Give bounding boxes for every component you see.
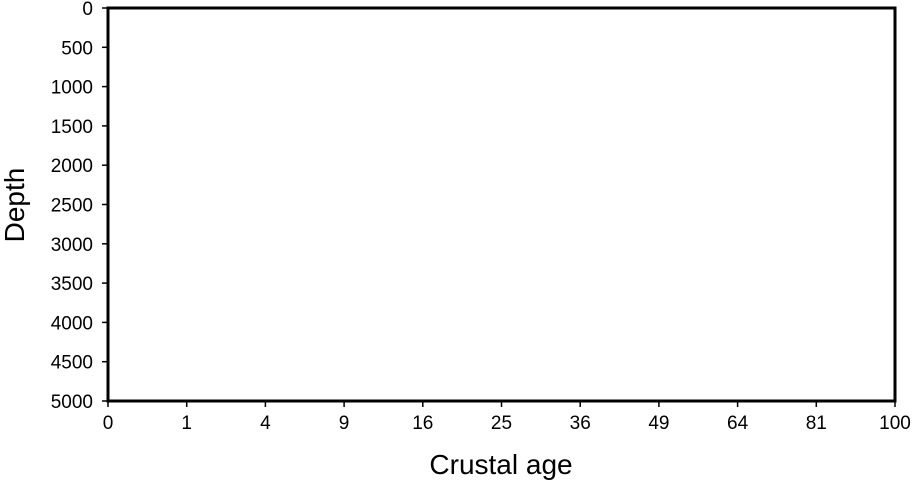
y-tick-label: 1500 — [51, 117, 93, 138]
y-tick-label: 2000 — [51, 156, 93, 177]
y-tick-label: 2500 — [51, 196, 93, 217]
x-tick-label: 4 — [260, 413, 271, 434]
x-tick-label: 1 — [181, 413, 192, 434]
y-tick-label: 5000 — [51, 392, 93, 413]
x-tick-label: 36 — [570, 413, 591, 434]
x-axis-title: Crustal age — [429, 449, 572, 480]
x-axis-ticks: 0 1 4 9 16 25 36 49 64 81 100 — [103, 401, 911, 434]
y-tick-label: 1000 — [51, 78, 93, 99]
plot-frame — [106, 6, 897, 403]
y-tick-label: 0 — [82, 0, 93, 20]
y-tick-label: 4500 — [51, 353, 93, 374]
y-tick-label: 3500 — [51, 274, 93, 295]
x-tick-label: 100 — [879, 413, 911, 434]
x-tick-label: 49 — [648, 413, 669, 434]
y-axis-title: Depth — [0, 168, 30, 243]
x-tick-label: 25 — [491, 413, 512, 434]
x-tick-label: 64 — [727, 413, 749, 434]
y-axis-ticks: 0 500 1000 1500 2000 2500 3000 3500 4000 4500 5000 — [51, 0, 108, 413]
x-tick-label: 9 — [339, 413, 350, 434]
x-tick-label: 0 — [103, 413, 114, 434]
y-tick-label: 500 — [61, 38, 93, 59]
y-tick-label: 3000 — [51, 235, 93, 256]
x-tick-label: 16 — [412, 413, 433, 434]
y-tick-label: 4000 — [51, 313, 93, 334]
x-tick-label: 81 — [806, 413, 827, 434]
